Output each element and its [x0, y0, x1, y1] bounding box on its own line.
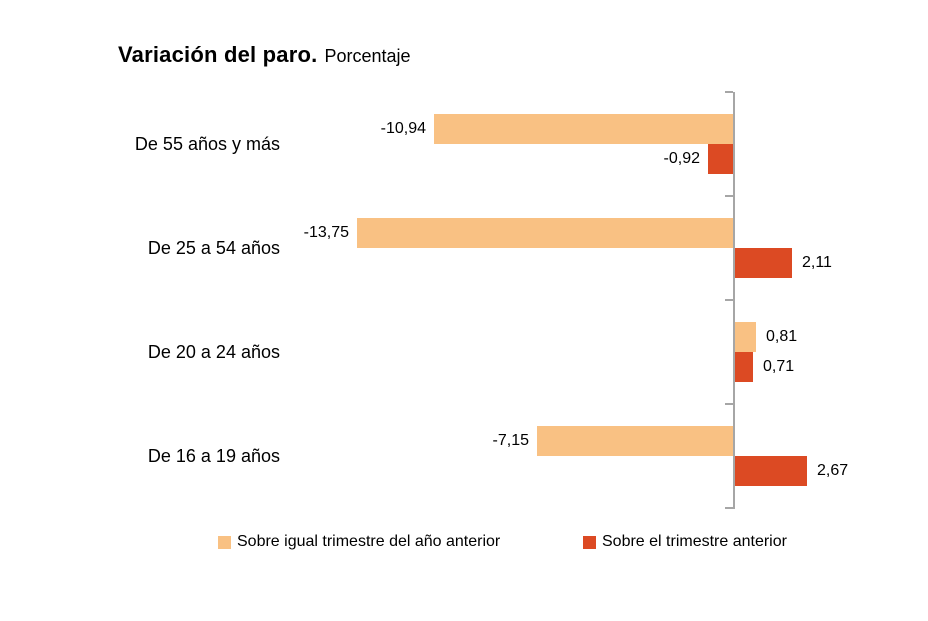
value-label: -10,94	[380, 120, 426, 137]
bar-segment-qoq	[708, 144, 733, 174]
bar-segment-yoy	[357, 218, 733, 248]
value-label: -13,75	[303, 224, 349, 241]
value-label: -7,15	[492, 432, 529, 449]
axis-tick-mark	[725, 403, 733, 405]
category-label: De 25 a 54 años	[147, 238, 280, 258]
value-label: 2,67	[817, 462, 849, 479]
value-label: 0,71	[763, 358, 795, 375]
bar-segment-qoq	[734, 456, 807, 486]
category-label: De 55 años y más	[134, 134, 280, 154]
category-label: De 20 a 24 años	[147, 342, 280, 362]
axis-tick-mark	[725, 299, 733, 301]
value-label: -0,92	[663, 150, 700, 167]
bar-segment-yoy	[734, 322, 756, 352]
bar-segment-qoq	[734, 248, 792, 278]
category-label: De 16 a 19 años	[147, 446, 280, 466]
bar-segment-yoy	[434, 114, 733, 144]
axis-tick-mark	[725, 507, 733, 509]
axis-tick-mark	[725, 195, 733, 197]
bar-segment-qoq	[734, 352, 753, 382]
axis-tick-mark	[725, 91, 733, 93]
value-label: 2,11	[802, 254, 832, 271]
chart-title: Variación del paro. Porcentaje	[118, 42, 411, 68]
chart-title-main: Variación del paro.	[118, 42, 318, 67]
bar-segment-yoy	[537, 426, 733, 456]
category-axis-line	[733, 92, 735, 509]
chart-title-subtitle: Porcentaje	[324, 46, 411, 66]
value-label: 0,81	[766, 328, 798, 345]
